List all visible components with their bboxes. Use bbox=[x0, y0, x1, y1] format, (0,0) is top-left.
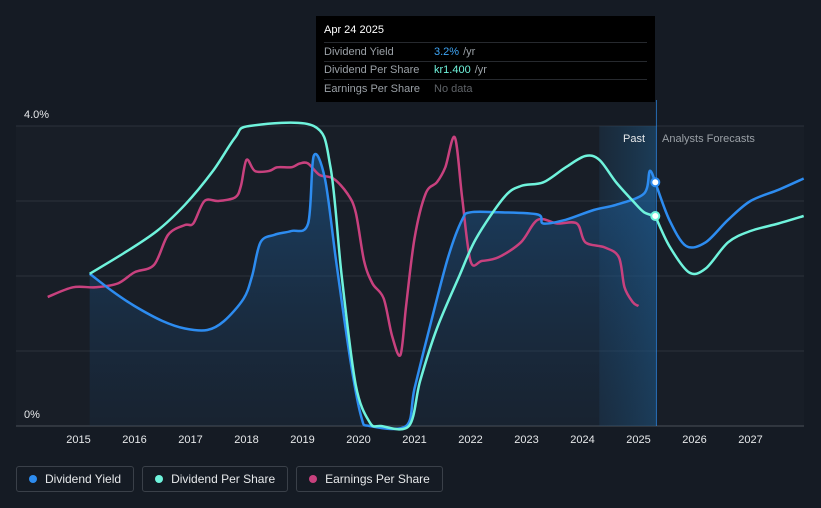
dividend-yield-forecast-line bbox=[654, 177, 805, 249]
legend-item-dividend-yield[interactable]: Dividend Yield bbox=[16, 466, 135, 492]
y-tick-label-top: 4.0% bbox=[24, 109, 49, 121]
tooltip-label: Dividend Yield bbox=[324, 45, 394, 58]
tooltip-label: Earnings Per Share bbox=[324, 82, 420, 95]
tooltip-row-earnings-per-share: Earnings Per Share No data bbox=[324, 79, 647, 98]
tooltip-row-dividend-per-share: Dividend Per Share kr1.400 /yr bbox=[324, 60, 647, 80]
forecast-region-label: Analysts Forecasts bbox=[662, 133, 755, 145]
legend-item-dividend-per-share[interactable]: Dividend Per Share bbox=[142, 466, 289, 492]
chart-legend: Dividend Yield Dividend Per Share Earnin… bbox=[16, 466, 443, 492]
x-tick-label: 2016 bbox=[122, 434, 146, 446]
tooltip-row-dividend-yield: Dividend Yield 3.2% /yr bbox=[324, 42, 647, 61]
x-tick-label: 2024 bbox=[570, 434, 594, 446]
x-tick-label: 2025 bbox=[626, 434, 650, 446]
dividend-yield-area bbox=[89, 153, 656, 430]
tooltip-date: Apr 24 2025 bbox=[324, 24, 384, 36]
y-tick-label-bottom: 0% bbox=[24, 409, 40, 421]
tooltip-label: Dividend Per Share bbox=[324, 64, 420, 77]
tooltip-value: kr1.400 bbox=[434, 64, 471, 77]
hover-markers bbox=[650, 177, 661, 221]
x-tick-label: 2019 bbox=[290, 434, 314, 446]
tooltip-unit: /yr bbox=[474, 64, 487, 77]
dividend-per-share-marker bbox=[650, 211, 661, 221]
hover-tooltip: Apr 24 2025 Dividend Yield 3.2% /yr Divi… bbox=[316, 16, 655, 102]
x-tick-label: 2027 bbox=[738, 434, 762, 446]
x-tick-label: 2017 bbox=[178, 434, 202, 446]
x-tick-label: 2021 bbox=[402, 434, 426, 446]
tooltip-unit: /yr bbox=[463, 45, 476, 58]
legend-dot-icon bbox=[309, 475, 318, 483]
dividend-yield-marker bbox=[650, 177, 661, 188]
legend-item-earnings-per-share[interactable]: Earnings Per Share bbox=[296, 466, 443, 492]
x-tick-label: 2020 bbox=[346, 434, 370, 446]
legend-label: Dividend Per Share bbox=[171, 472, 276, 486]
x-tick-label: 2015 bbox=[66, 434, 90, 446]
past-region-label: Past bbox=[623, 133, 645, 145]
earnings-per-share-line bbox=[47, 135, 640, 357]
x-tick-label: 2023 bbox=[514, 434, 538, 446]
legend-label: Dividend Yield bbox=[45, 472, 122, 486]
x-tick-label: 2018 bbox=[234, 434, 258, 446]
series-layer bbox=[47, 121, 805, 431]
legend-dot-icon bbox=[155, 475, 164, 483]
dividend-per-share-line bbox=[89, 121, 656, 431]
legend-label: Earnings Per Share bbox=[325, 472, 430, 486]
x-tick-label: 2026 bbox=[682, 434, 706, 446]
tooltip-value: No data bbox=[434, 82, 473, 95]
tooltip-value: 3.2% bbox=[434, 45, 460, 58]
x-axis: 2015 2016 2017 2018 2019 2020 2021 2022 2023 2024… bbox=[66, 434, 762, 446]
dividend-per-share-forecast-line bbox=[654, 214, 805, 276]
legend-dot-icon bbox=[29, 475, 37, 483]
x-tick-label: 2022 bbox=[458, 434, 482, 446]
